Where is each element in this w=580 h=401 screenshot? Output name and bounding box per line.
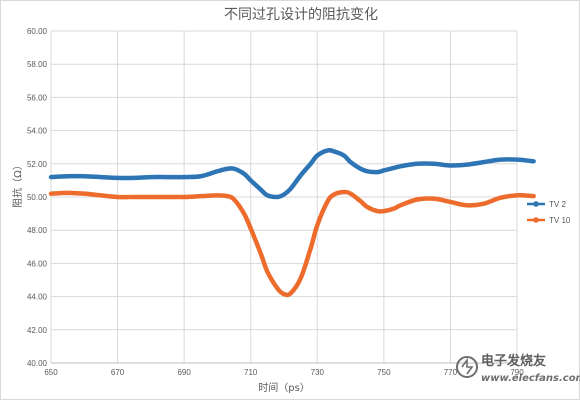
y-tick-label: 58.00 [27, 60, 48, 69]
y-tick-label: 56.00 [27, 93, 48, 102]
x-axis-label: 时间（ps） [258, 381, 310, 394]
series-line-tv-2 [48, 147, 536, 200]
x-tick-label: 790 [510, 368, 524, 377]
lightning-icon [461, 357, 474, 375]
watermark-url: www.elecfans.com [481, 373, 580, 384]
y-tick-label: 44.00 [27, 293, 48, 302]
x-tick-label: 690 [177, 368, 191, 377]
x-tick-label: 730 [311, 368, 325, 377]
chart-title: 不同过孔设计的阻抗变化 [224, 7, 378, 23]
x-tick-label: 710 [244, 368, 258, 377]
y-tick-label: 52.00 [27, 160, 48, 169]
y-axis-label: 阻抗（Ω） [11, 160, 24, 208]
y-tick-label: 50.00 [27, 193, 48, 202]
x-tick-label: 770 [444, 368, 458, 377]
legend-label-tv-10: TV 10 [549, 216, 571, 225]
legend-label-tv-2: TV 2 [549, 200, 566, 209]
legend: TV 2 TV 10 [527, 200, 571, 225]
x-axis-ticks: 650 670 690 710 730 750 770 790 [44, 368, 524, 377]
legend-marker-tv-10 [533, 217, 539, 223]
watermark-logo-icon [456, 356, 478, 378]
x-tick-label: 750 [377, 368, 391, 377]
y-tick-label: 60.00 [27, 27, 48, 36]
x-tick-label: 650 [44, 368, 58, 377]
y-tick-label: 42.00 [27, 326, 48, 335]
series-lines [48, 147, 536, 298]
watermark: 电子发烧友 www.elecfans.com [456, 353, 580, 384]
y-axis-ticks: 40.00 42.00 44.00 46.00 48.00 50.00 52.00 54.00… [27, 27, 48, 368]
y-tick-label: 54.00 [27, 127, 48, 136]
y-tick-label: 40.00 [27, 359, 48, 368]
y-tick-label: 46.00 [27, 259, 48, 268]
x-tick-label: 670 [111, 368, 125, 377]
watermark-brand: 电子发烧友 [481, 353, 546, 369]
legend-marker-tv-2 [533, 201, 539, 207]
series-line-tv-10 [48, 189, 536, 298]
y-tick-label: 48.00 [27, 226, 48, 235]
